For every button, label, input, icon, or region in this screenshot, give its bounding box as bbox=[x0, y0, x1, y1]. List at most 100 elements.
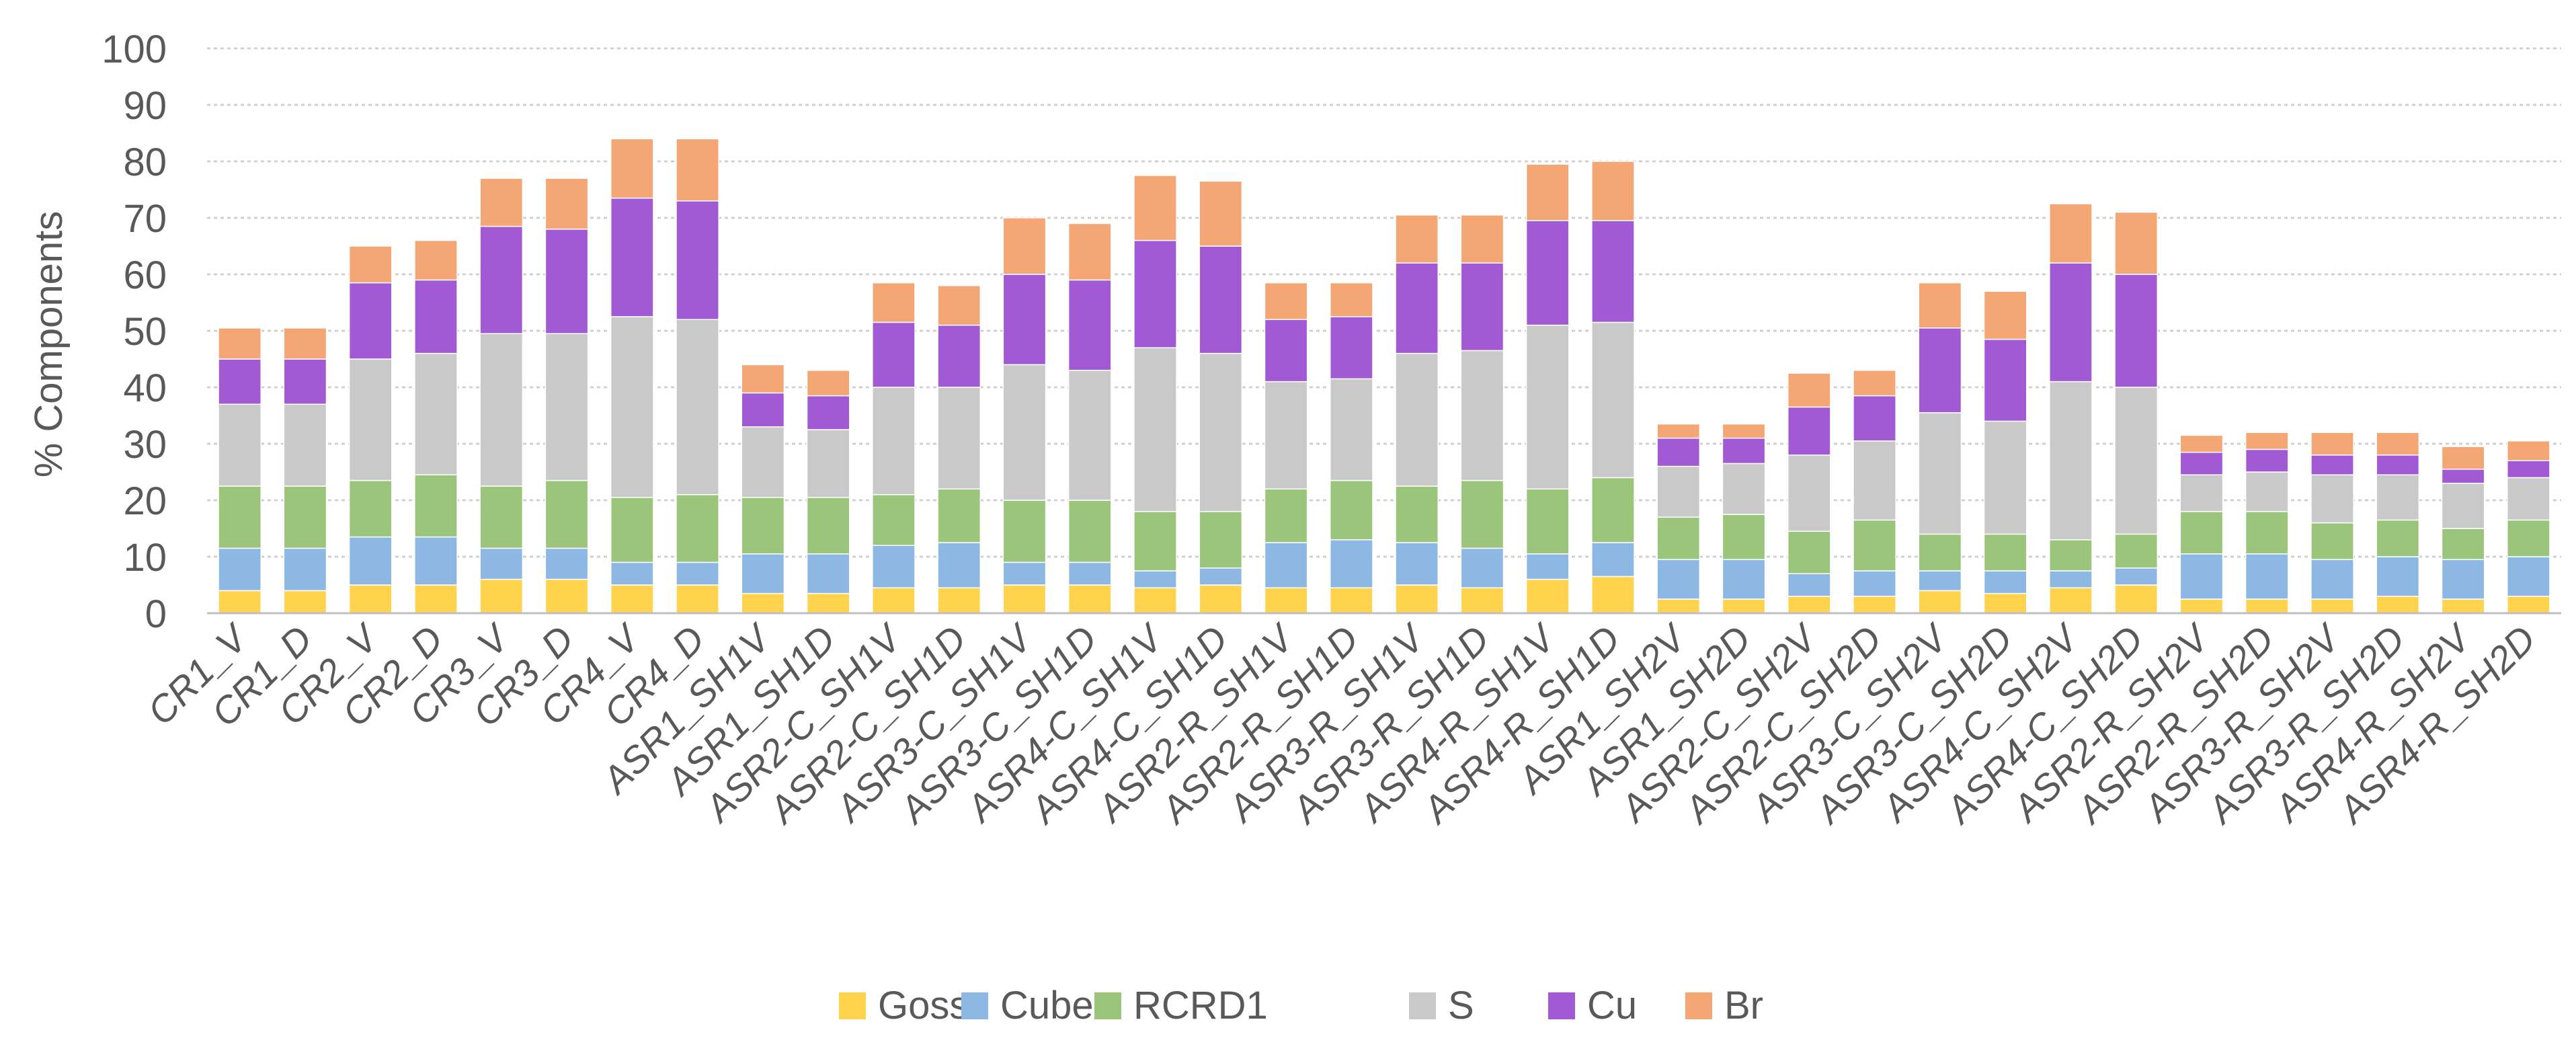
y-tick-label: 50 bbox=[123, 310, 167, 354]
bar-segment-cu bbox=[1918, 327, 1962, 414]
legend-item-br: Br bbox=[1685, 984, 1763, 1027]
bar-segment-goss bbox=[218, 590, 262, 614]
bar-segment-goss bbox=[1787, 596, 1831, 614]
bar-segment-goss bbox=[1918, 590, 1962, 614]
bar-segment-s bbox=[283, 403, 327, 487]
bar-segment-br bbox=[610, 138, 654, 199]
legend-item-s: S bbox=[1409, 984, 1474, 1027]
bar-segment-cube bbox=[1983, 570, 2027, 594]
bar-segment-s bbox=[414, 352, 458, 475]
bar-segment-s bbox=[1591, 321, 1635, 479]
bar-segment-rcrd1 bbox=[1722, 514, 1766, 560]
bar-segment-br bbox=[1133, 175, 1177, 241]
bar-segment-s bbox=[1722, 463, 1766, 515]
bar-segment-cu bbox=[741, 392, 785, 428]
bar-segment-rcrd1 bbox=[1460, 479, 1504, 549]
bar-segment-br bbox=[2441, 446, 2485, 470]
bar-segment-rcrd1 bbox=[414, 474, 458, 538]
bar-segment-cube bbox=[2310, 559, 2354, 600]
bar-segment-br bbox=[741, 364, 785, 394]
bar-segment-cube bbox=[545, 547, 589, 580]
bar-segment-br bbox=[937, 285, 981, 326]
bar-segment-rcrd1 bbox=[1525, 488, 1570, 555]
bar-segment-s bbox=[610, 316, 654, 498]
bar-segment-s bbox=[1395, 352, 1439, 487]
bar-segment-rcrd1 bbox=[2441, 528, 2485, 560]
bar-segment-s bbox=[872, 387, 916, 496]
bar-segment-cu bbox=[2376, 455, 2420, 475]
legend-swatch bbox=[1094, 992, 1121, 1019]
y-tick-labels: 0 10 20 30 40 50 60 70 80 90 100 bbox=[102, 28, 167, 636]
bar-segment-rcrd1 bbox=[1329, 479, 1373, 541]
bar-segment-br bbox=[676, 138, 719, 202]
bar-segment-cube bbox=[414, 536, 458, 586]
bar-segment-br bbox=[2506, 440, 2550, 461]
bar-segment-rcrd1 bbox=[479, 485, 524, 549]
y-tick-label: 40 bbox=[123, 366, 167, 410]
bar-segment-rcrd1 bbox=[741, 497, 785, 555]
bar-segment-goss bbox=[1329, 587, 1373, 614]
bar-segment-cu bbox=[218, 358, 262, 405]
bar-segment-rcrd1 bbox=[1853, 519, 1896, 572]
bar-segment-cu bbox=[610, 197, 654, 317]
bar-segment-cu bbox=[806, 395, 850, 430]
bar-segment-goss bbox=[348, 584, 393, 614]
bar-segment-s bbox=[2376, 474, 2420, 521]
bar-segment-s bbox=[1656, 465, 1701, 518]
bar-segment-br bbox=[2114, 211, 2159, 275]
bar-segment-cube bbox=[1395, 542, 1439, 586]
bar-segment-s bbox=[1199, 352, 1243, 512]
bar-segment-cube bbox=[2114, 567, 2159, 586]
bar-segment-rcrd1 bbox=[1068, 500, 1112, 563]
bar-segment-s bbox=[2441, 483, 2485, 529]
bar-segment-cu bbox=[1264, 319, 1308, 383]
bar-segment-br bbox=[1460, 214, 1504, 264]
bar-segment-goss bbox=[676, 584, 719, 614]
bar-segment-goss bbox=[283, 590, 327, 614]
bar-segment-rcrd1 bbox=[1983, 533, 2027, 572]
bar-segment-cu bbox=[676, 200, 719, 320]
y-tick-label: 20 bbox=[123, 479, 167, 523]
bar-segment-rcrd1 bbox=[545, 479, 589, 549]
bar-segment-s bbox=[2179, 474, 2224, 512]
bar-segment-br bbox=[1722, 423, 1766, 439]
bar-segment-s bbox=[1460, 350, 1504, 481]
bar-segment-goss bbox=[1460, 587, 1504, 614]
y-tick-label: 100 bbox=[102, 28, 167, 71]
bar-segment-rcrd1 bbox=[1918, 533, 1962, 572]
bar-segment-s bbox=[937, 387, 981, 489]
bar-segment-rcrd1 bbox=[2245, 511, 2289, 555]
bar-segment-br bbox=[283, 327, 327, 360]
bar-segment-cu bbox=[1656, 437, 1701, 467]
bar-segment-cube bbox=[1264, 542, 1308, 588]
bar-segment-cu bbox=[414, 279, 458, 354]
bar-segment-rcrd1 bbox=[1395, 485, 1439, 543]
bar-segment-br bbox=[1918, 282, 1962, 329]
legend-swatch bbox=[839, 992, 866, 1019]
bar-segment-cu bbox=[348, 282, 393, 360]
bar-segment-cu bbox=[1983, 338, 2027, 422]
bar-segment-br bbox=[2310, 432, 2354, 456]
bar-segment-s bbox=[2245, 471, 2289, 512]
bar-segment-goss bbox=[2245, 598, 2289, 614]
bar-segment-br bbox=[414, 239, 458, 281]
legend-swatch bbox=[1409, 992, 1436, 1019]
bar-segment-goss bbox=[1264, 587, 1308, 614]
legend: Goss Cube RCRD1 S Cu Br bbox=[839, 984, 1763, 1027]
bar-segment-br bbox=[1264, 282, 1308, 320]
bar-segment-rcrd1 bbox=[937, 488, 981, 543]
bar-segment-s bbox=[1918, 412, 1962, 535]
bar-segment-br bbox=[1068, 223, 1112, 281]
legend-item-rcrd1: RCRD1 bbox=[1094, 984, 1268, 1027]
bar-segment-br bbox=[806, 370, 850, 397]
bar-segment-goss bbox=[2441, 598, 2485, 614]
bar-segment-cu bbox=[2179, 451, 2224, 475]
bar-segment-cu bbox=[545, 229, 589, 334]
bar-segment-cu bbox=[479, 225, 524, 334]
bar-segment-cube bbox=[1591, 542, 1635, 578]
bar-segment-rcrd1 bbox=[218, 485, 262, 549]
bar-segment-cu bbox=[2049, 262, 2093, 383]
bar-segment-rcrd1 bbox=[1002, 500, 1047, 563]
bar-segment-goss bbox=[1656, 598, 1701, 614]
bar-segment-cu bbox=[1460, 262, 1504, 352]
